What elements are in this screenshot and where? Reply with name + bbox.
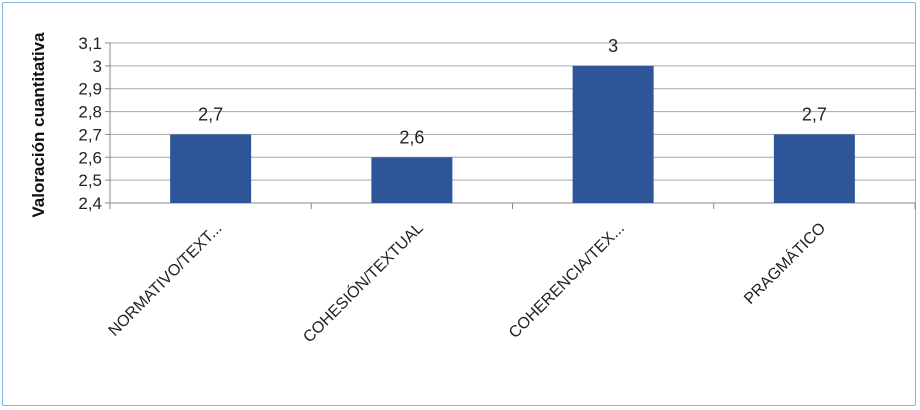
chart-frame bbox=[2, 2, 916, 406]
y-tick-label: 2,6 bbox=[78, 148, 102, 167]
category-label: PRAGMÁTICO bbox=[740, 218, 829, 307]
bars bbox=[170, 65, 855, 203]
bar bbox=[371, 157, 453, 203]
y-tick-label: 3,1 bbox=[78, 34, 102, 53]
y-tick-label: 2,8 bbox=[78, 103, 102, 122]
bar bbox=[572, 65, 654, 203]
y-axis-title: Valoración cuantitativa bbox=[29, 32, 48, 218]
data-label: 3 bbox=[608, 36, 618, 56]
data-label: 2,6 bbox=[399, 127, 424, 147]
bar bbox=[170, 134, 252, 203]
data-label: 2,7 bbox=[802, 104, 827, 124]
category-label: NORMATIVO/TEXT... bbox=[106, 220, 226, 340]
y-tick-label: 2,5 bbox=[78, 171, 102, 190]
category-label: COHESIÓN/TEXTUAL bbox=[299, 218, 427, 346]
y-tick-label: 2,9 bbox=[78, 80, 102, 99]
bar bbox=[773, 134, 855, 203]
y-tick-label: 2,7 bbox=[78, 125, 102, 144]
y-tick-label: 2,4 bbox=[78, 194, 102, 213]
data-label: 2,7 bbox=[198, 104, 223, 124]
y-tick-label: 3 bbox=[93, 57, 102, 76]
category-label: COHERENCIA/TEX... bbox=[506, 220, 628, 342]
